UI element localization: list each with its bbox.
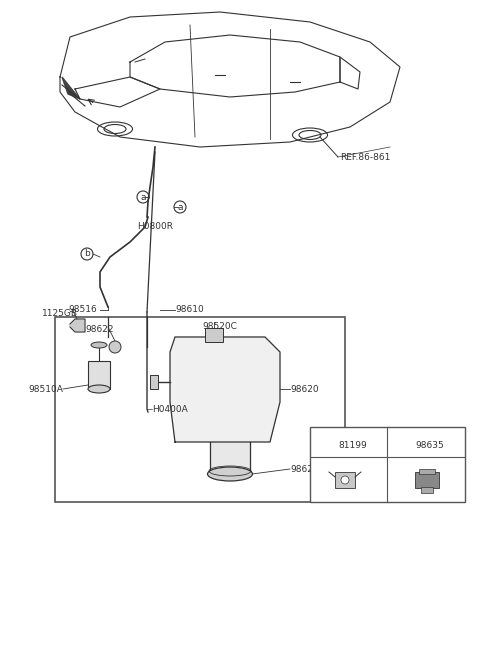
Text: 81199: 81199 bbox=[338, 440, 367, 449]
Polygon shape bbox=[210, 442, 250, 472]
Text: H0800R: H0800R bbox=[137, 222, 173, 231]
Ellipse shape bbox=[88, 385, 110, 393]
Text: a: a bbox=[322, 440, 328, 449]
Bar bbox=[421, 487, 433, 493]
Text: 98516: 98516 bbox=[68, 306, 97, 315]
Ellipse shape bbox=[91, 342, 107, 348]
Circle shape bbox=[109, 341, 121, 353]
Text: 98620: 98620 bbox=[290, 384, 319, 394]
Polygon shape bbox=[70, 319, 85, 332]
Text: a: a bbox=[140, 193, 146, 202]
Text: H0400A: H0400A bbox=[152, 405, 188, 413]
Text: REF.86-861: REF.86-861 bbox=[340, 152, 390, 162]
Bar bbox=[205, 328, 223, 342]
Bar bbox=[415, 472, 439, 488]
Text: 1125GB: 1125GB bbox=[42, 309, 78, 318]
Polygon shape bbox=[170, 337, 280, 442]
Text: a: a bbox=[177, 202, 183, 212]
Text: b: b bbox=[84, 250, 90, 258]
Bar bbox=[310, 427, 465, 502]
Text: 98520C: 98520C bbox=[203, 322, 238, 331]
Bar bbox=[335, 472, 355, 488]
Ellipse shape bbox=[341, 476, 349, 484]
Text: 98622: 98622 bbox=[86, 325, 114, 334]
Text: 98623: 98623 bbox=[290, 464, 319, 474]
Bar bbox=[55, 317, 345, 502]
Ellipse shape bbox=[207, 467, 252, 481]
Text: 98635: 98635 bbox=[415, 440, 444, 449]
Bar bbox=[419, 469, 435, 474]
Bar bbox=[150, 375, 158, 389]
Text: b: b bbox=[399, 440, 405, 449]
Polygon shape bbox=[62, 77, 80, 99]
Text: 98510A: 98510A bbox=[28, 384, 63, 394]
Text: 98610: 98610 bbox=[175, 306, 204, 315]
Bar bbox=[88, 361, 110, 389]
